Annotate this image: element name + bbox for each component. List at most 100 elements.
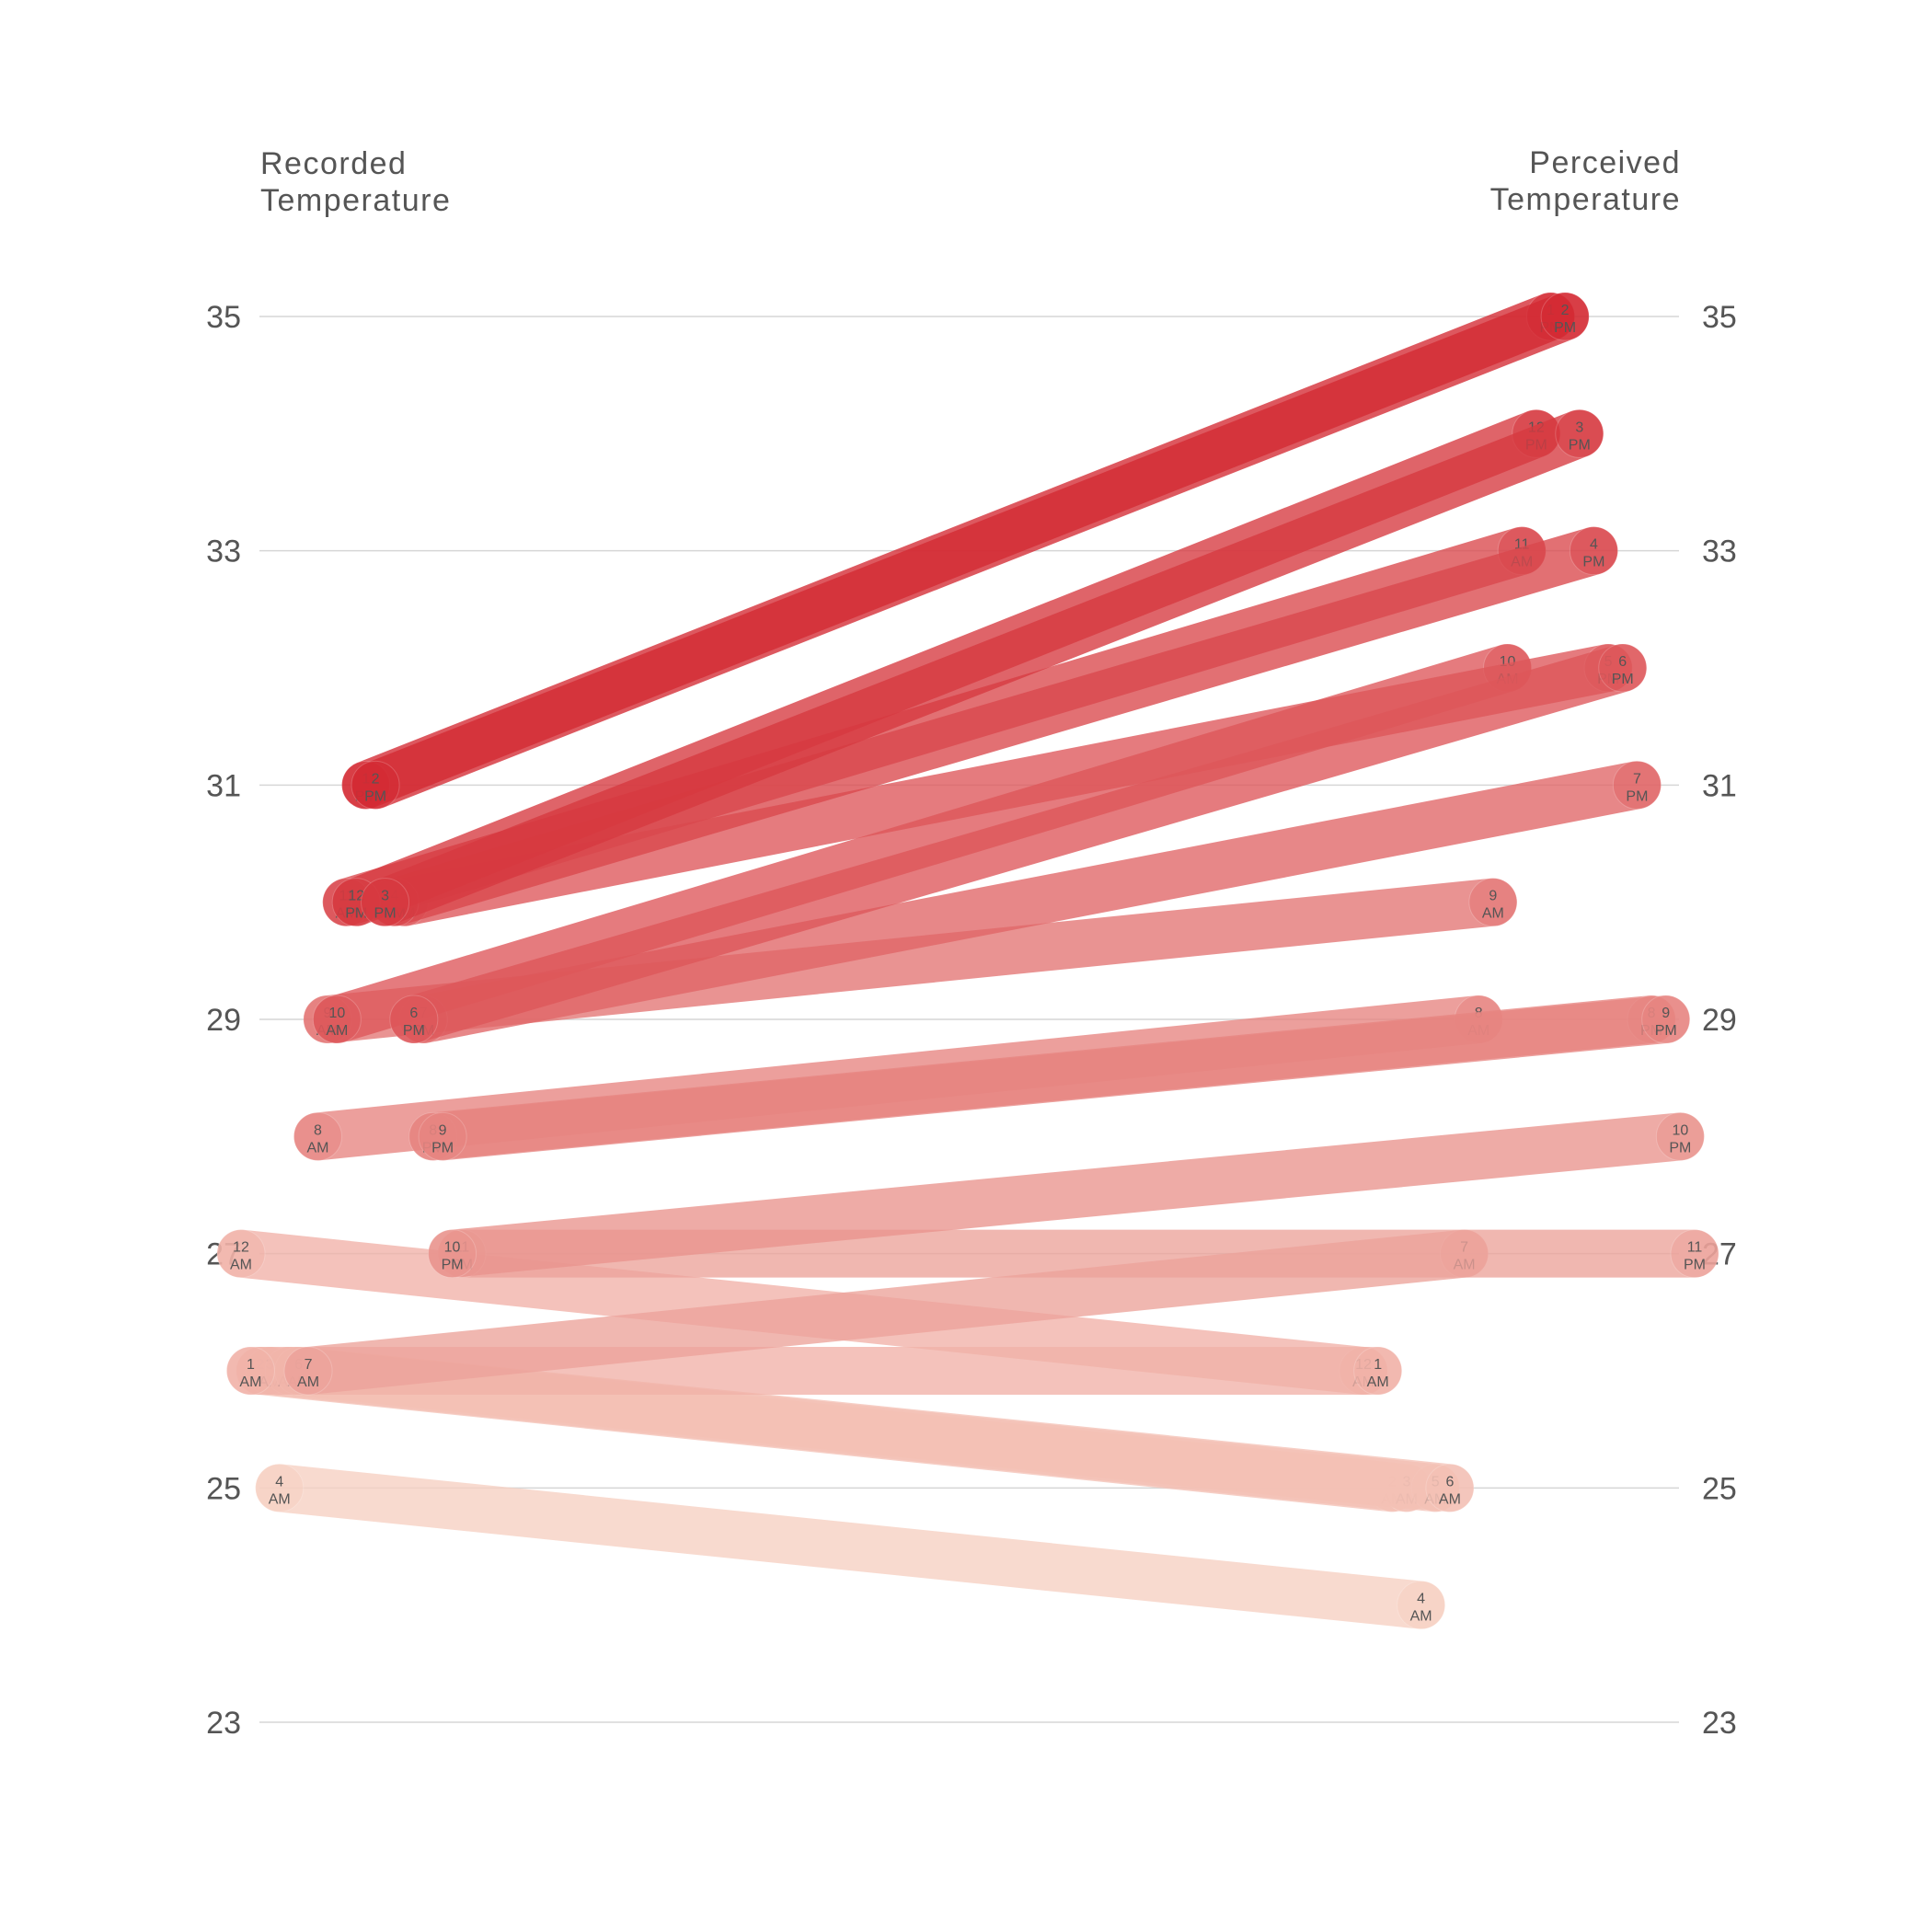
perceived-hour-label: 4 [1590,537,1598,553]
recorded-period-label: PM [345,906,367,922]
right-axis-title-line-1: Perceived [1529,145,1681,180]
temperature-pairs: 4AM4AM2AM2AM3AM3AM5AM5AM6AM6AM12AM12AM1A… [216,292,1719,1630]
perceived-point [1540,292,1590,341]
left-axis-title-line-1: Recorded [260,146,408,181]
recorded-point [351,760,400,810]
recorded-hour-label: 12 [233,1240,249,1256]
perceived-point [1353,1346,1403,1396]
perceived-period-label: PM [1612,672,1634,687]
left-tick-label: 31 [206,768,241,803]
perceived-hour-label: 9 [1489,889,1497,904]
recorded-hour-label: 9 [439,1122,447,1138]
perceived-hour-label: 11 [1687,1240,1703,1256]
recorded-hour-label: 2 [372,771,380,787]
recorded-hour-label: 4 [275,1474,283,1489]
perceived-period-label: AM [1410,1609,1432,1625]
left-axis-title: Recorded Temperature [260,145,451,219]
hour-pair: 10 PM 10 PM [428,1111,1705,1279]
recorded-point [361,878,410,927]
perceived-point [1555,408,1604,458]
perceived-period-label: PM [1626,788,1648,804]
perceived-point [1468,878,1518,927]
perceived-point [1425,1463,1475,1512]
recorded-period-label: AM [297,1374,319,1390]
recorded-point [418,1111,467,1161]
perceived-hour-label: 10 [1672,1122,1688,1138]
hour-pair: 6 PM 6 PM [389,643,1648,1044]
perceived-hour-label: 6 [1618,654,1627,670]
left-tick-label: 25 [206,1471,241,1506]
right-axis-title-line-2: Temperature [1489,182,1681,217]
temperature-line [428,1112,1705,1278]
perceived-point [1655,1111,1705,1161]
recorded-point [293,1111,342,1161]
perceived-hour-label: 4 [1417,1592,1425,1607]
perceived-period-label: PM [1684,1258,1706,1273]
perceived-point [1569,526,1618,576]
recorded-point [255,1463,305,1512]
recorded-period-label: PM [403,1023,425,1039]
perceived-period-label: PM [1669,1140,1691,1156]
recorded-point [283,1346,333,1396]
perceived-period-label: AM [1482,906,1504,922]
perceived-period-label: PM [1569,437,1591,453]
recorded-point [389,995,439,1044]
left-axis-title-line-2: Temperature [260,183,452,218]
perceived-hour-label: 7 [1633,771,1641,787]
temperature-line [351,293,1590,810]
recorded-period-label: PM [431,1140,454,1156]
left-tick-label: 23 [206,1706,241,1741]
recorded-period-label: AM [306,1140,328,1156]
right-tick-label: 33 [1702,535,1737,569]
perceived-period-label: AM [1439,1491,1461,1507]
recorded-period-label: AM [326,1023,348,1039]
perceived-point [1670,1229,1719,1279]
hour-pair: 3 PM 3 PM [361,408,1604,927]
recorded-hour-label: 1 [247,1357,255,1373]
perceived-period-label: AM [1367,1374,1389,1390]
hour-pair: 4 AM 4 AM [255,1463,1446,1630]
recorded-period-label: AM [269,1491,291,1507]
perceived-hour-label: 3 [1575,420,1583,435]
recorded-point [225,1346,275,1396]
right-axis-title: Perceived Temperature [1490,144,1681,218]
perceived-period-label: PM [1582,555,1604,570]
recorded-hour-label: 10 [444,1240,461,1256]
right-tick-label: 29 [1702,1003,1737,1038]
recorded-period-label: PM [374,906,397,922]
left-tick-label: 35 [206,300,241,335]
recorded-hour-label: 12 [348,889,364,904]
perceived-point [1641,995,1691,1044]
hour-pair: 9 PM 9 PM [418,995,1691,1161]
perceived-hour-label: 9 [1662,1006,1670,1021]
right-tick-label: 35 [1702,300,1737,335]
recorded-hour-label: 6 [409,1006,418,1021]
recorded-hour-label: 8 [314,1122,322,1138]
left-tick-label: 33 [206,535,241,569]
recorded-point [312,995,362,1044]
temperature-line [389,644,1647,1043]
left-tick-label: 29 [206,1003,241,1038]
recorded-period-label: AM [239,1374,261,1390]
recorded-hour-label: 7 [305,1357,313,1373]
recorded-period-label: PM [364,788,386,804]
temperature-line [255,1464,1445,1629]
perceived-period-label: PM [1554,320,1576,336]
recorded-hour-label: 3 [381,889,389,904]
perceived-period-label: PM [1655,1023,1677,1039]
temperature-line [419,995,1690,1161]
axis-ticks: 2323252527272929313133333535 [206,300,1737,1741]
perceived-hour-label: 6 [1445,1474,1454,1489]
right-tick-label: 23 [1702,1706,1737,1741]
recorded-hour-label: 10 [328,1006,345,1021]
right-tick-label: 25 [1702,1471,1737,1506]
recorded-point [428,1229,477,1279]
recorded-point [216,1229,266,1279]
right-tick-label: 31 [1702,768,1737,803]
perceived-point [1598,643,1648,693]
perceived-hour-label: 2 [1561,303,1570,318]
perceived-point [1397,1581,1446,1630]
perceived-point [1612,760,1662,810]
